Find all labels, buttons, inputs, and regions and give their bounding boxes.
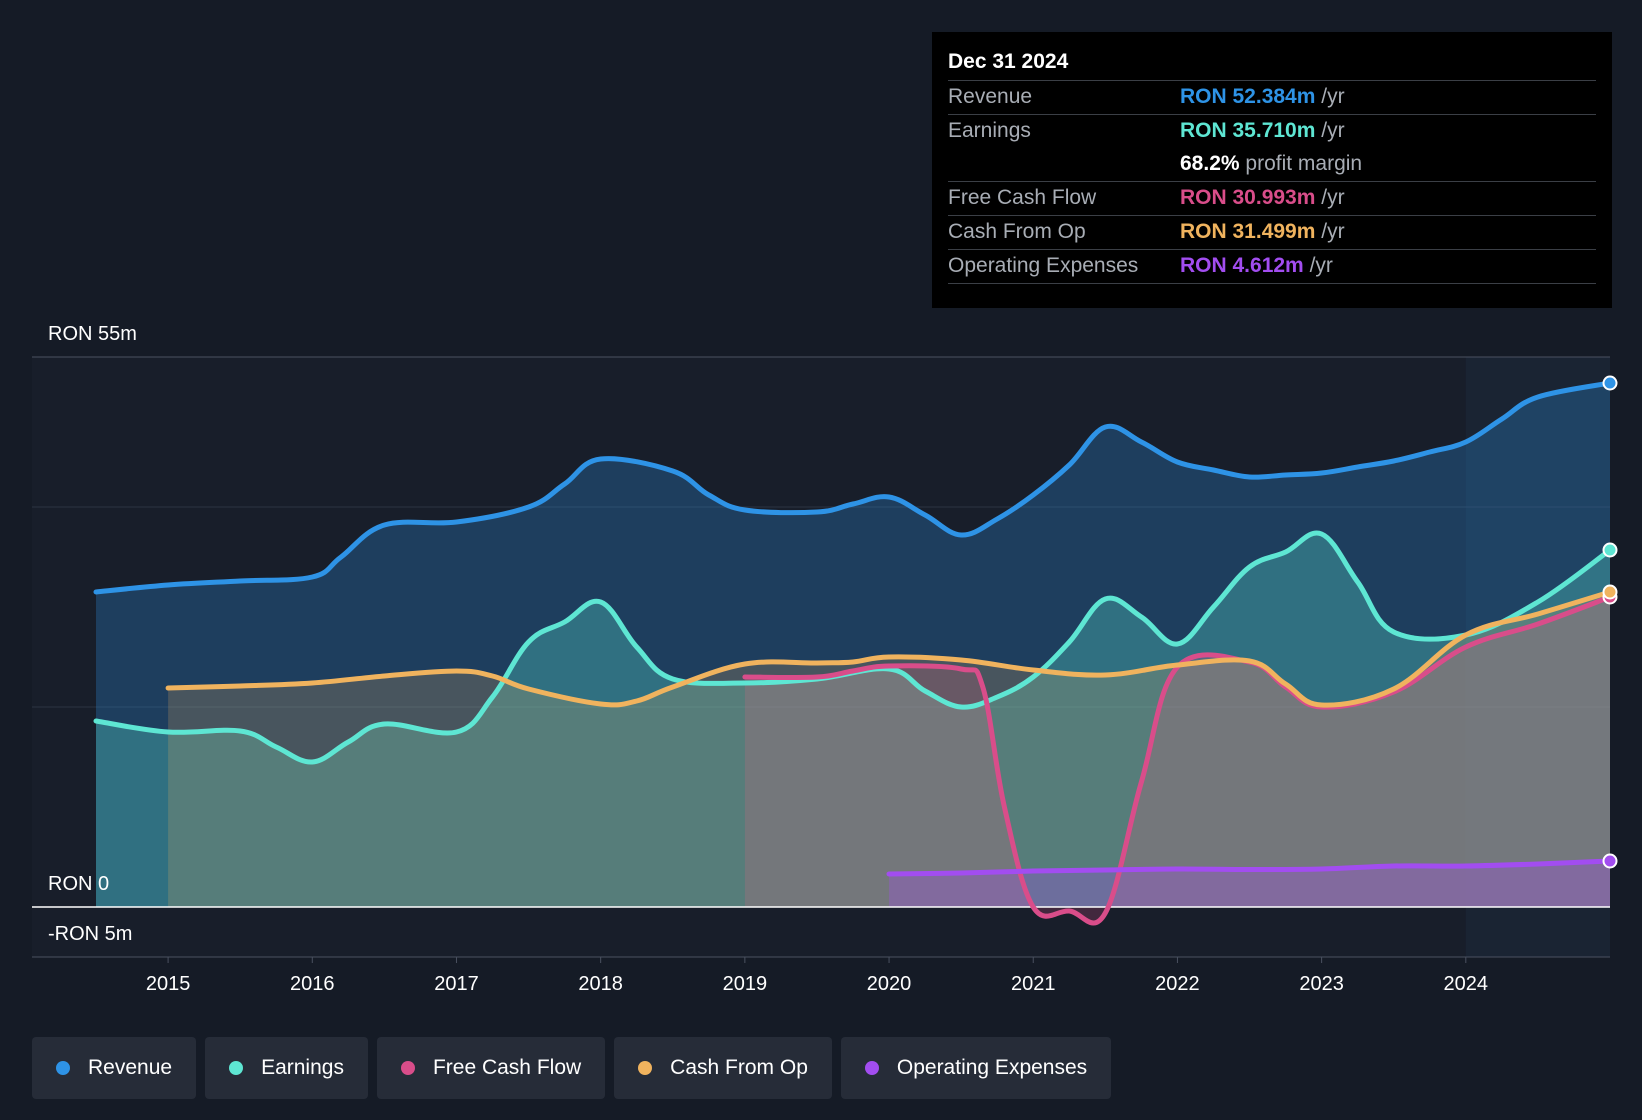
tooltip-label: Operating Expenses [948,254,1139,277]
tooltip-value: RON 30.993m /yr [1180,186,1345,209]
tooltip-label: Revenue [948,85,1033,108]
legend: Revenue Earnings Free Cash Flow Cash Fro… [32,1037,1112,1099]
area-earnings [96,532,1610,907]
tooltip-label: Cash From Op [948,220,1086,243]
tooltip-row-earnings: Earnings RON 35.710m /yr [948,115,1596,148]
legend-item-free-cash-flow[interactable]: Free Cash Flow [376,1037,606,1099]
y-axis-zero-label: RON 0 [48,873,109,895]
tooltip-row-operating-expenses: Operating Expenses RON 4.612m /yr [948,250,1596,284]
x-tick-label: 2021 [1011,973,1056,995]
legend-dot-icon [229,1061,244,1075]
y-axis-bottom-label: -RON 5m [48,923,132,945]
line-cash-from-op [165,589,1610,708]
legend-label: Revenue [88,1056,173,1079]
legend-item-cash-from-op[interactable]: Cash From Op [614,1037,832,1099]
x-tick-label: 2024 [1444,973,1489,995]
endpoint-revenue [1602,375,1618,391]
legend-item-operating-expenses[interactable]: Operating Expenses [840,1037,1112,1099]
tooltip-label [948,148,1180,181]
series-lines [93,380,1610,926]
x-tick-label: 2022 [1155,973,1200,995]
tooltip-row-revenue: Revenue RON 52.384m /yr [948,81,1596,115]
tooltip-value: RON 31.499m /yr [1180,220,1345,243]
tooltip-value: RON 35.710m /yr [1180,119,1345,142]
endpoint-cash-from-op [1602,584,1618,600]
forecast-region [1465,357,1610,957]
tooltip-row-profit-margin: 68.2% profit margin [948,148,1596,182]
x-tick-label: 2017 [434,973,479,995]
legend-label: Earnings [261,1056,344,1079]
x-tick-label: 2023 [1299,973,1344,995]
legend-dot-icon [638,1061,653,1075]
x-tick-label: 2016 [290,973,335,995]
line-revenue [93,380,1610,595]
y-axis-top-label: RON 55m [48,323,137,345]
tooltip-row-free-cash-flow: Free Cash Flow RON 30.993m /yr [948,182,1596,216]
line-earnings [93,530,1610,765]
tooltip-date: Dec 31 2024 [948,46,1596,81]
tooltip-label: Earnings [948,119,1031,142]
endpoint-earnings [1602,542,1618,558]
legend-label: Cash From Op [670,1056,808,1079]
tooltip-value: RON 52.384m /yr [1180,85,1345,108]
legend-item-earnings[interactable]: Earnings [205,1037,368,1099]
x-tick-label: 2015 [146,973,191,995]
line-free-cash-flow [742,594,1610,926]
area-free-cash-flow [744,597,1610,924]
legend-label: Operating Expenses [896,1056,1088,1079]
x-tick-label: 2020 [867,973,912,995]
x-tick-label: 2019 [723,973,768,995]
legend-dot-icon [56,1061,70,1075]
series-areas [96,383,1610,924]
legend-dot-icon [400,1061,415,1075]
tooltip-label: Free Cash Flow [948,186,1097,209]
legend-dot-icon [864,1061,879,1075]
line-operating-expenses [886,858,1610,877]
legend-item-revenue[interactable]: Revenue [32,1037,197,1099]
tooltip-panel: Dec 31 2024 Revenue RON 52.384m /yr Earn… [932,32,1612,308]
tooltip-value: RON 4.612m /yr [1180,254,1333,277]
tooltip-row-cash-from-op: Cash From Op RON 31.499m /yr [948,216,1596,250]
x-axis: 2015 2016 2017 2018 2019 2020 2021 2022 2023 2024 [146,957,1488,995]
tooltip-value: 68.2% profit margin [1180,152,1363,175]
x-tick-label: 2018 [578,973,623,995]
endpoint-operating-expenses [1602,853,1618,869]
area-revenue [96,383,1610,907]
legend-label: Free Cash Flow [432,1056,582,1079]
series-endpoints [1602,375,1618,869]
area-cash-from-op [168,592,1610,907]
